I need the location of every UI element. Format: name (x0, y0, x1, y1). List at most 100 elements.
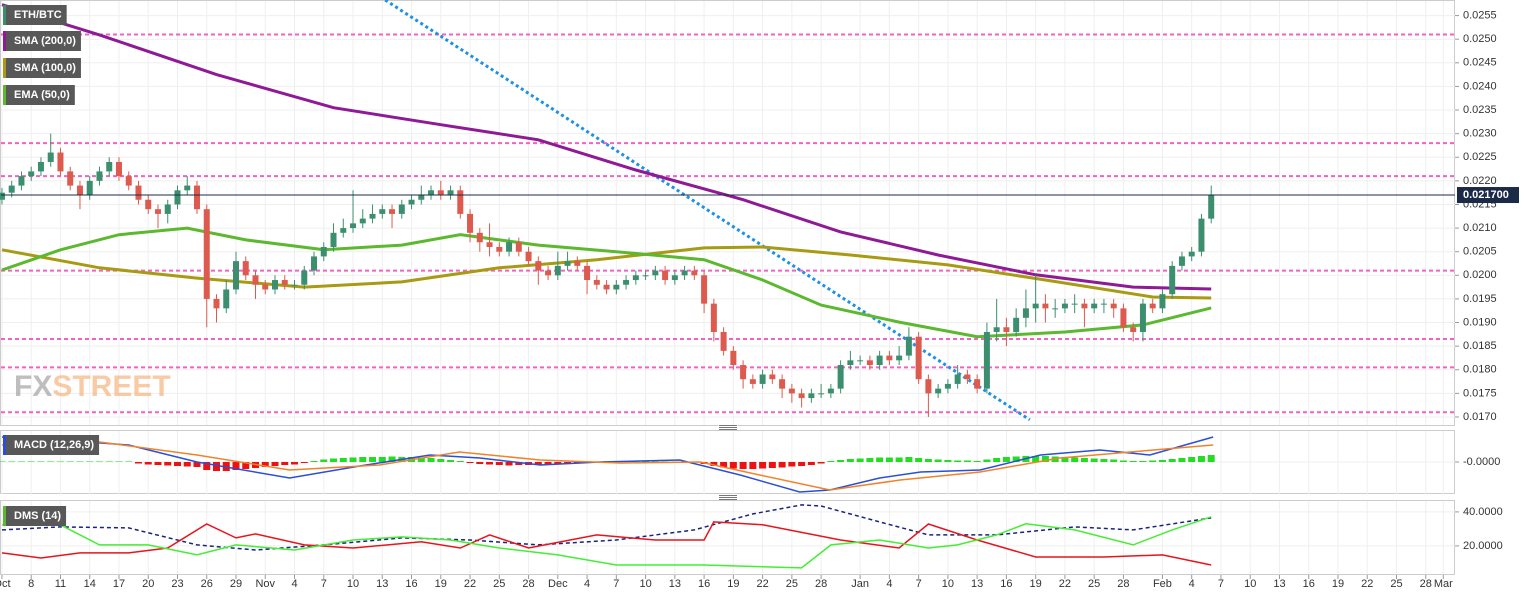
histogram-bar (47, 461, 55, 462)
legend-label: SMA (200,0) (14, 35, 76, 47)
candle-body (1091, 303, 1098, 309)
y-tick-label: 0.0190 (1463, 316, 1497, 328)
histogram-bar (915, 458, 923, 462)
x-tick-label: 22 (1059, 578, 1071, 590)
x-tick-label: 10 (942, 578, 954, 590)
x-tick-label: 4 (1189, 578, 1195, 590)
legend-box (3, 506, 67, 526)
candle-body (96, 171, 103, 181)
histogram-bar (212, 462, 220, 471)
histogram-bar (827, 461, 835, 462)
y-tick-label: 0.0225 (1463, 151, 1497, 163)
histogram-bar (1061, 457, 1069, 462)
candle-body (535, 261, 542, 271)
histogram-bar (905, 457, 913, 462)
x-tick-label: 23 (171, 578, 183, 590)
candle-body (613, 284, 620, 290)
legend-swatch (3, 58, 6, 78)
histogram-bar (876, 457, 884, 462)
candle-body (37, 161, 44, 172)
legend-item: SMA (200,0) (3, 31, 81, 51)
histogram-bar (1158, 460, 1166, 462)
candle-body (476, 232, 483, 243)
x-tick-label: 13 (1273, 578, 1285, 590)
histogram-bar (1207, 455, 1215, 462)
x-tick-label: 16 (1000, 578, 1012, 590)
candle-body (710, 303, 717, 332)
candle-body (954, 374, 961, 384)
histogram-bar (105, 461, 113, 462)
x-tick-label: 19 (1332, 578, 1344, 590)
histogram-bar (456, 461, 464, 462)
histogram-bar (495, 462, 503, 465)
candle-body (896, 355, 903, 361)
candle-body (701, 275, 708, 304)
candle-body (1169, 265, 1176, 295)
legend-swatch (3, 85, 6, 105)
legend-item: DMS (14) (3, 506, 67, 526)
histogram-bar (778, 462, 786, 468)
candle-body (67, 171, 74, 186)
candle-body (788, 388, 795, 394)
candle-body (193, 185, 200, 210)
x-tick-label: 10 (639, 578, 651, 590)
x-tick-label: 17 (113, 578, 125, 590)
histogram-bar (378, 457, 386, 462)
histogram-bar (573, 462, 581, 463)
histogram-bar (642, 461, 650, 462)
histogram-bar (963, 460, 971, 462)
x-tick-label: 28 (522, 578, 534, 590)
candle-body (1052, 308, 1059, 310)
x-tick-label: 28 (1420, 578, 1432, 590)
candle-body (320, 246, 327, 257)
histogram-bar (856, 458, 864, 462)
candle-body (203, 209, 210, 299)
candle-body (272, 280, 279, 290)
candle-body (496, 246, 503, 252)
candle-body (379, 209, 386, 214)
histogram-bar (330, 458, 338, 462)
candle-body (691, 270, 698, 276)
candle-body (106, 161, 113, 172)
x-tick-label: 4 (886, 578, 892, 590)
histogram-bar (973, 461, 981, 462)
histogram-bar (466, 462, 474, 463)
histogram-bar (173, 462, 181, 466)
histogram-bar (954, 460, 962, 462)
y-tick-label: 0.0195 (1463, 293, 1497, 305)
candle-body (584, 265, 591, 281)
histogram-bar (27, 461, 35, 462)
x-tick-label: 10 (1244, 578, 1256, 590)
candle-body (1188, 251, 1195, 257)
candle-body (242, 261, 249, 276)
candle-body (1100, 303, 1107, 305)
candle-body (174, 190, 181, 205)
histogram-bar (281, 462, 289, 465)
legend-item: ETH/BTC (3, 5, 67, 25)
candle-body (76, 185, 83, 196)
histogram-bar (885, 457, 893, 462)
panel-handle[interactable] (718, 424, 738, 430)
histogram-bar (710, 462, 718, 466)
candle-body (564, 261, 571, 266)
histogram-bar (134, 462, 142, 464)
histogram-bar (339, 458, 347, 462)
histogram-bar (817, 462, 825, 464)
panel-handle[interactable] (718, 494, 738, 500)
candle-body (86, 180, 93, 196)
histogram-bar (1197, 456, 1205, 462)
histogram-bar (125, 461, 133, 462)
histogram-bar (86, 461, 94, 462)
histogram-bar (427, 458, 435, 462)
candle-body (57, 152, 64, 172)
legend-label: DMS (14) (14, 510, 61, 522)
candle-body (0, 192, 5, 200)
handle-lines (719, 495, 737, 500)
histogram-bar (934, 459, 942, 462)
x-tick-label: 25 (493, 578, 505, 590)
histogram-bar (144, 462, 152, 465)
candle-body (1208, 195, 1215, 219)
histogram-bar (1149, 460, 1157, 462)
histogram-bar (749, 462, 757, 469)
